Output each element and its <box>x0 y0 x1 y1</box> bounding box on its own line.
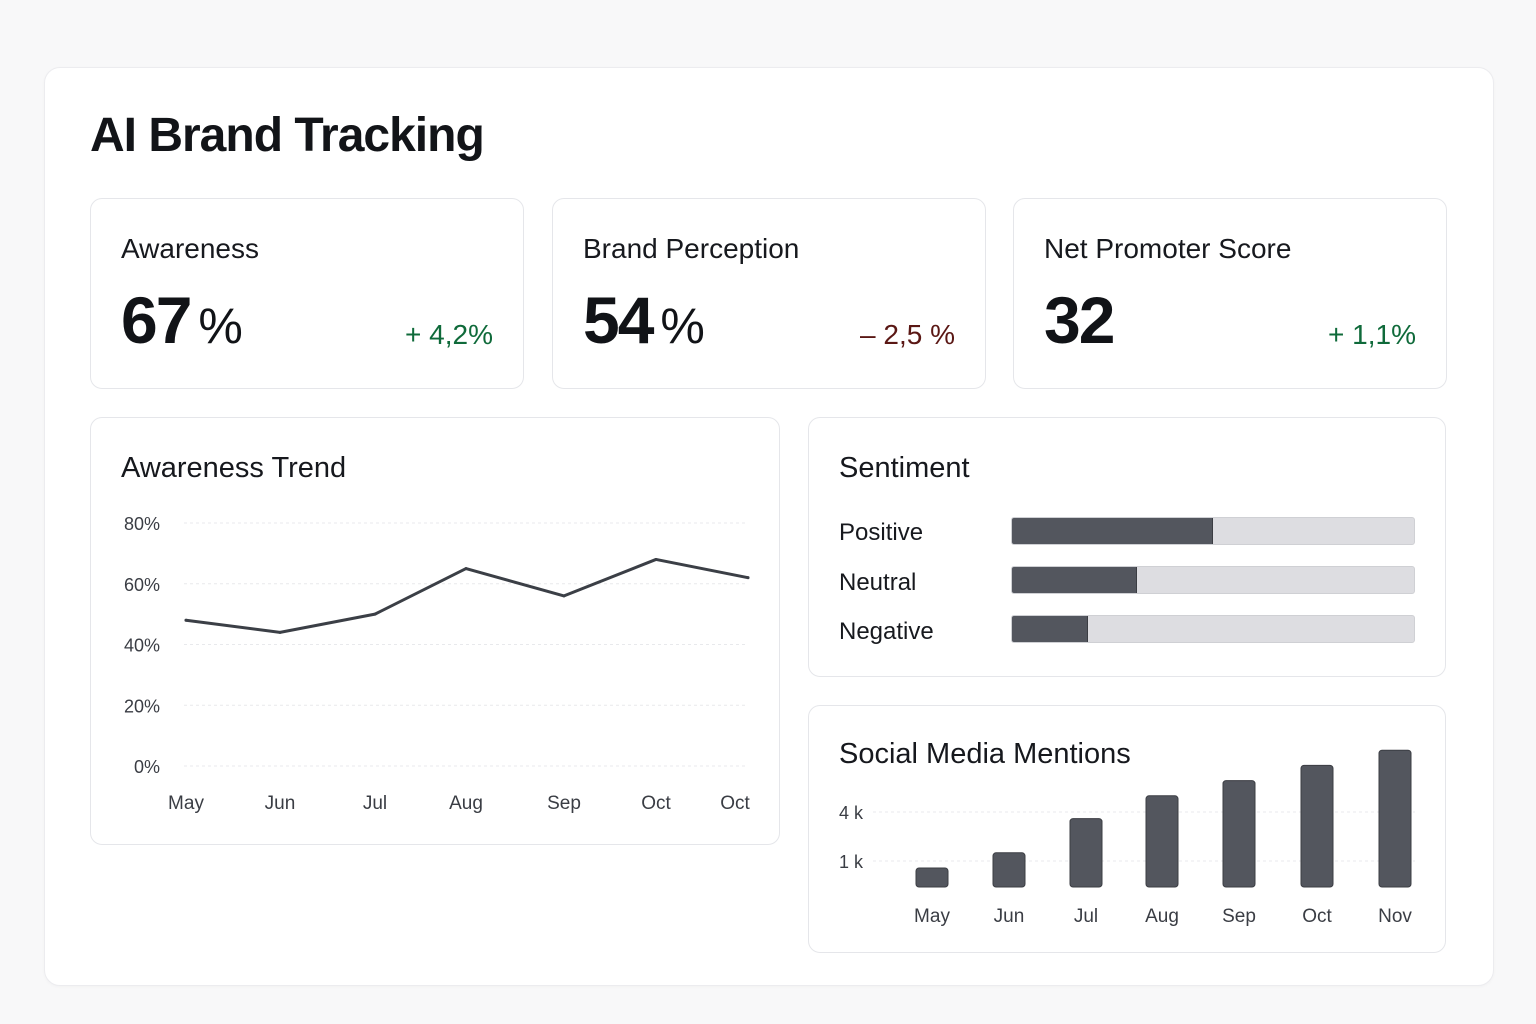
x-tick-label: Sep <box>1222 906 1256 927</box>
page-title: AI Brand Tracking <box>90 109 485 162</box>
x-tick-label: Jun <box>265 793 296 814</box>
x-tick-label: Jun <box>994 906 1025 927</box>
social-mentions-title: Social Media Mentions <box>839 738 1131 770</box>
kpi-unit: % <box>660 298 705 354</box>
x-tick-label: Nov <box>1378 906 1412 927</box>
mentions-bar <box>1069 818 1103 888</box>
y-tick-label: 1 k <box>839 852 864 872</box>
sentiment-fill-positive <box>1012 518 1213 544</box>
social-mentions-chart: 1 k 4 k May Jun Jul Aug Sep Oct Nov <box>839 749 1415 927</box>
sentiment-label-negative: Negative <box>839 618 934 645</box>
x-tick-label: Oct <box>1302 906 1332 927</box>
sentiment-fill-negative <box>1012 616 1089 642</box>
data-point <box>746 576 750 580</box>
mentions-bar <box>992 852 1026 888</box>
y-tick-label: 60% <box>124 575 160 595</box>
kpi-title: Net Promoter Score <box>1044 233 1292 264</box>
kpi-value: 32 <box>1044 283 1115 357</box>
awareness-trend-chart: 0% 20% 40% 60% 80% May Jun Jul Aug Sep Oct Oct <box>124 514 751 814</box>
kpi-unit: % <box>198 298 243 354</box>
kpi-card-awareness[interactable]: Awareness 67% + 4,2% <box>90 198 524 389</box>
kpi-card-net-promoter-score[interactable]: Net Promoter Score 32 + 1,1% <box>1013 198 1447 389</box>
awareness-trend-panel: Awareness Trend 0% 20% 40% 60% 80% May Jun Jul A… <box>90 417 780 845</box>
data-point <box>464 567 468 571</box>
kpi-change-badge: – 2,5 % <box>860 319 955 350</box>
data-point <box>278 630 282 634</box>
mentions-bar <box>1300 764 1334 888</box>
x-tick-label: May <box>168 793 204 814</box>
awareness-trend-title: Awareness Trend <box>121 452 347 484</box>
y-tick-label: 80% <box>124 514 160 534</box>
x-tick-label: Jul <box>1074 906 1098 927</box>
kpi-change-badge: + 1,1% <box>1328 319 1416 350</box>
kpi-card-brand-perception[interactable]: Brand Perception 54% – 2,5 % <box>552 198 986 389</box>
y-tick-label: 0% <box>134 757 160 777</box>
x-tick-label: Sep <box>547 793 581 814</box>
sentiment-bar-positive <box>1011 517 1415 545</box>
kpi-value: 54% <box>583 283 705 357</box>
sentiment-panel: Sentiment Positive Neutral Negative <box>808 417 1446 677</box>
social-mentions-panel: Social Media Mentions 1 k 4 k May Jun Jul Aug… <box>808 705 1446 953</box>
data-point <box>184 618 188 622</box>
x-tick-label: Aug <box>1145 906 1179 927</box>
x-tick-label: Oct <box>641 793 671 814</box>
kpi-title: Brand Perception <box>583 233 800 264</box>
mentions-bar <box>915 867 949 888</box>
x-tick-label: May <box>914 906 950 927</box>
kpi-change-badge: + 4,2% <box>405 319 493 350</box>
kpi-value: 67% <box>121 283 243 357</box>
data-point <box>373 612 377 616</box>
sentiment-bar-negative <box>1011 615 1415 643</box>
y-tick-label: 4 k <box>839 803 864 823</box>
x-tick-label: Jul <box>363 793 387 814</box>
sentiment-title: Sentiment <box>839 452 970 484</box>
x-tick-label: Aug <box>449 793 483 814</box>
mentions-bar <box>1145 795 1179 888</box>
data-point <box>562 594 566 598</box>
awareness-series-line <box>184 557 750 634</box>
sentiment-label-neutral: Neutral <box>839 569 917 596</box>
sentiment-fill-neutral <box>1012 567 1137 593</box>
kpi-title: Awareness <box>121 233 260 264</box>
x-tick-label: Oct <box>720 793 750 814</box>
y-tick-label: 40% <box>124 636 160 656</box>
y-tick-label: 20% <box>124 696 160 716</box>
mentions-bar <box>1222 780 1256 888</box>
sentiment-label-positive: Positive <box>839 519 924 546</box>
data-point <box>654 557 658 561</box>
mentions-bar <box>1378 749 1412 888</box>
sentiment-bar-neutral <box>1011 566 1415 594</box>
